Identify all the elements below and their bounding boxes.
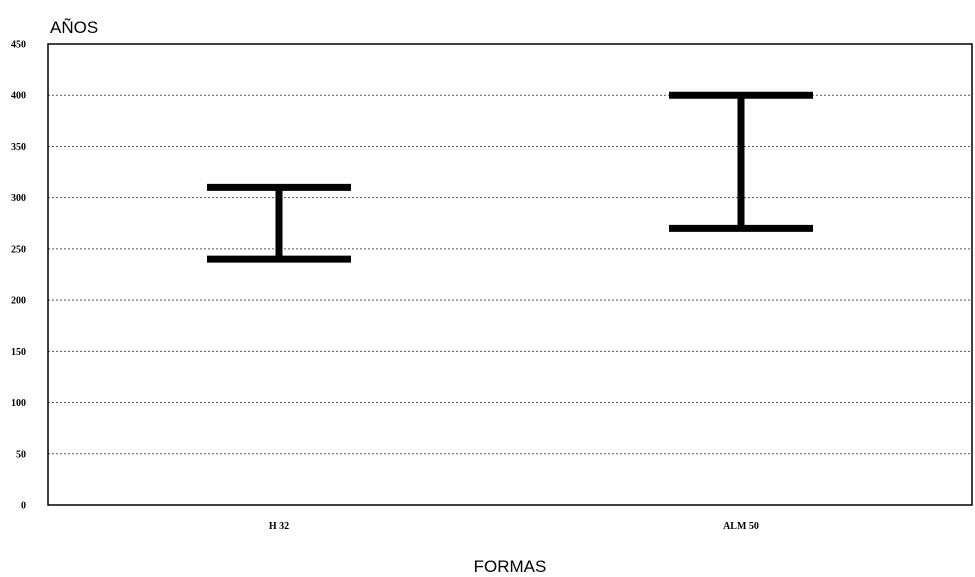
y-tick-label-400: 400: [11, 91, 26, 102]
y-tick-label-350: 350: [11, 142, 26, 153]
gridlines: [48, 94, 972, 455]
y-axis-title: AÑOS: [50, 18, 98, 37]
x-tick-labels: H 32 ALM 50: [269, 521, 759, 532]
y-tick-label-250: 250: [11, 244, 26, 255]
y-tick-label-450: 450: [11, 40, 26, 51]
plot-area: [47, 43, 973, 506]
y-tick-label-200: 200: [11, 296, 26, 307]
x-tick-label-0: H 32: [269, 521, 289, 532]
range-mark-0: [207, 183, 351, 263]
x-tick-label-1: ALM 50: [723, 521, 759, 532]
range-bars: [207, 91, 813, 263]
range-mark-1: [669, 91, 813, 232]
y-tick-label-100: 100: [11, 398, 26, 409]
y-tick-label-150: 150: [11, 347, 26, 358]
y-tick-label-0: 0: [21, 501, 26, 512]
y-tick-label-50: 50: [16, 449, 26, 460]
x-axis-title: FORMAS: [474, 557, 547, 576]
y-tick-labels: 0 50 100 150 200 250 300 350 400 450: [11, 40, 26, 512]
y-tick-label-300: 300: [11, 193, 26, 204]
